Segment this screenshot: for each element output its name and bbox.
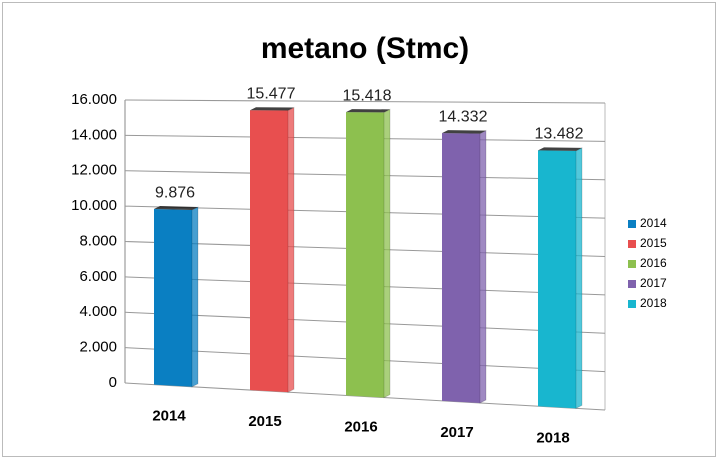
y-tick-label: 8.000 — [79, 232, 117, 249]
legend-swatch — [628, 220, 636, 228]
y-tick-label: 12.000 — [71, 162, 117, 179]
bar — [442, 133, 480, 403]
bar — [154, 209, 192, 387]
x-tick-label: 2016 — [344, 419, 377, 436]
legend-label: 2015 — [640, 236, 667, 250]
legend-swatch — [628, 280, 636, 288]
value-label: 15.477 — [247, 85, 296, 102]
grid-line — [124, 99, 606, 104]
y-tick-label: 2.000 — [79, 339, 117, 356]
bar-top — [154, 206, 198, 211]
bar-top — [250, 107, 294, 111]
bar-side — [191, 206, 199, 388]
y-tick-label: 4.000 — [79, 303, 117, 320]
legend-swatch — [628, 300, 636, 308]
y-tick-label: 10.000 — [71, 197, 117, 214]
value-label: 9.876 — [155, 184, 195, 201]
bar-top — [538, 147, 582, 151]
y-tick-label: 0 — [109, 374, 117, 391]
bar-top — [442, 130, 486, 134]
bar-top — [346, 109, 390, 113]
value-label: 14.332 — [439, 108, 488, 125]
legend-label: 2018 — [640, 296, 667, 310]
legend-label: 2016 — [640, 256, 667, 270]
bar — [346, 112, 384, 398]
chart-title: metano (Stmc) — [261, 32, 469, 65]
x-tick-label: 2017 — [440, 424, 473, 441]
value-label: 15.418 — [343, 87, 392, 104]
legend-swatch — [628, 260, 636, 268]
bar-side — [479, 129, 487, 404]
legend-label: 2014 — [640, 216, 667, 230]
y-tick-label: 16.000 — [71, 91, 117, 108]
y-tick-label: 14.000 — [71, 126, 117, 143]
bar — [538, 150, 576, 409]
bar-side — [287, 106, 295, 393]
bar-side — [383, 108, 391, 399]
x-tick-label: 2015 — [248, 413, 281, 430]
legend-label: 2017 — [640, 276, 667, 290]
y-tick-label: 6.000 — [79, 268, 117, 285]
x-tick-label: 2014 — [152, 408, 186, 425]
bar-side — [575, 147, 583, 410]
legend-swatch — [628, 240, 636, 248]
value-label: 13.482 — [535, 126, 584, 143]
bar — [250, 110, 288, 393]
x-tick-label: 2018 — [536, 429, 569, 446]
